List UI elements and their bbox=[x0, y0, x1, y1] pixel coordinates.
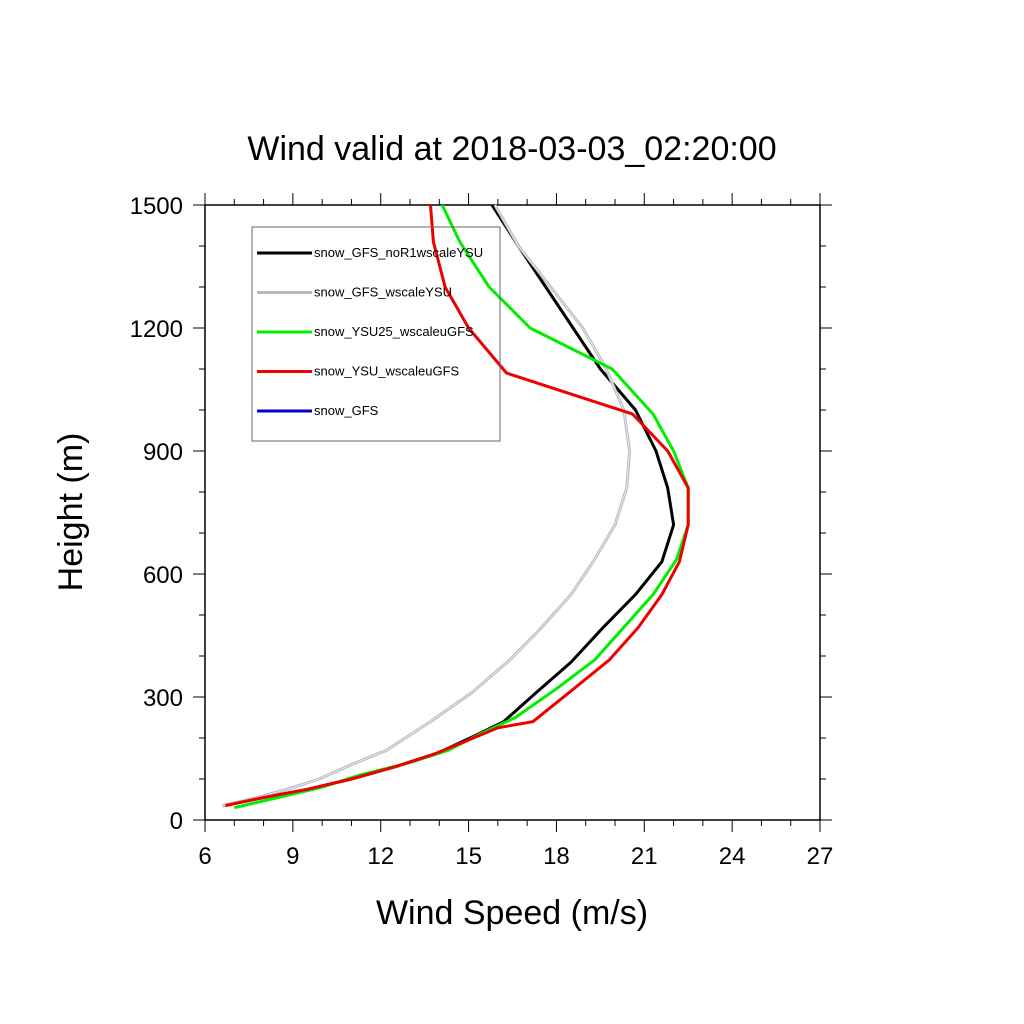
y-tick-label: 1200 bbox=[130, 316, 183, 343]
axis-ticks bbox=[193, 193, 832, 832]
x-tick-label: 27 bbox=[807, 843, 834, 870]
y-axis-label: Height (m) bbox=[52, 433, 90, 592]
y-tick-label: 300 bbox=[143, 685, 183, 712]
x-tick-label: 12 bbox=[367, 843, 394, 870]
legend-label-5: snow_GFS bbox=[314, 403, 379, 418]
x-axis-label: Wind Speed (m/s) bbox=[376, 894, 648, 932]
legend-label-3: snow_YSU25_wscaleuGFS bbox=[314, 324, 474, 339]
tick-labels: 6 9 12 15 18 21 24 27 0 300 600 900 1200 1500 bbox=[130, 193, 834, 870]
series-lines bbox=[222, 204, 690, 810]
series-line-2-highlight bbox=[222, 204, 631, 807]
y-tick-label: 900 bbox=[143, 439, 183, 466]
x-tick-label: 21 bbox=[631, 843, 658, 870]
x-tick-label: 18 bbox=[543, 843, 570, 870]
y-tick-label: 0 bbox=[170, 808, 183, 835]
legend-label-1: snow_GFS_noR1wscaleYSU bbox=[314, 245, 483, 260]
plot-frame bbox=[204, 204, 821, 821]
x-tick-label: 9 bbox=[286, 843, 299, 870]
chart-title: Wind valid at 2018-03-03_02:20:00 bbox=[247, 130, 776, 168]
x-tick-label: 6 bbox=[198, 843, 211, 870]
x-tick-label: 24 bbox=[719, 843, 746, 870]
legend-label-2: snow_GFS_wscaleYSU bbox=[314, 285, 452, 300]
x-tick-label: 15 bbox=[455, 843, 482, 870]
y-tick-label: 600 bbox=[143, 562, 183, 589]
plot-area bbox=[204, 204, 821, 821]
legend-box bbox=[251, 226, 501, 442]
legend: snow_GFS_noR1wscaleYSU snow_GFS_wscaleYSU… bbox=[251, 226, 501, 442]
y-tick-label: 1500 bbox=[130, 193, 183, 220]
legend-label-4: snow_YSU_wscaleuGFS bbox=[314, 364, 460, 379]
series-line-4 bbox=[225, 204, 690, 808]
